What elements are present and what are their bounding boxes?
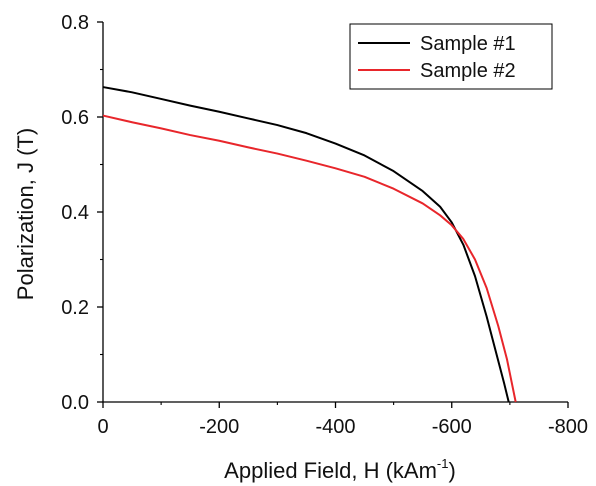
x-axis-title: Applied Field, H (kAm-1) [224,456,456,483]
series-line-sample-2 [102,114,517,403]
y-tick-label: 0.6 [61,107,89,129]
y-tick-label: 0.8 [61,12,89,34]
x-tick-label: -400 [315,416,355,438]
x-tick-label: -800 [548,416,588,438]
x-tick-label: -200 [199,416,239,438]
x-tick-label: 0 [97,416,108,438]
y-tick-label: 0.2 [61,297,89,319]
series-lines [102,86,517,403]
legend-label-sample-1: Sample #1 [420,33,516,55]
legend: Sample #1 Sample #2 [349,23,553,90]
x-tick-label: -600 [432,416,472,438]
x-axis-ticks: 0 -200 -400 -600 -800 [97,402,588,438]
series-line-sample-1 [102,86,510,403]
legend-label-sample-2: Sample #2 [420,60,516,82]
y-tick-label: 0.4 [61,202,89,224]
y-tick-label: 0.0 [61,392,89,414]
y-axis-title: Polarization, J (T) [13,128,38,300]
legend-box [349,23,553,90]
y-axis-ticks: 0.0 0.2 0.4 0.6 0.8 [61,12,103,414]
